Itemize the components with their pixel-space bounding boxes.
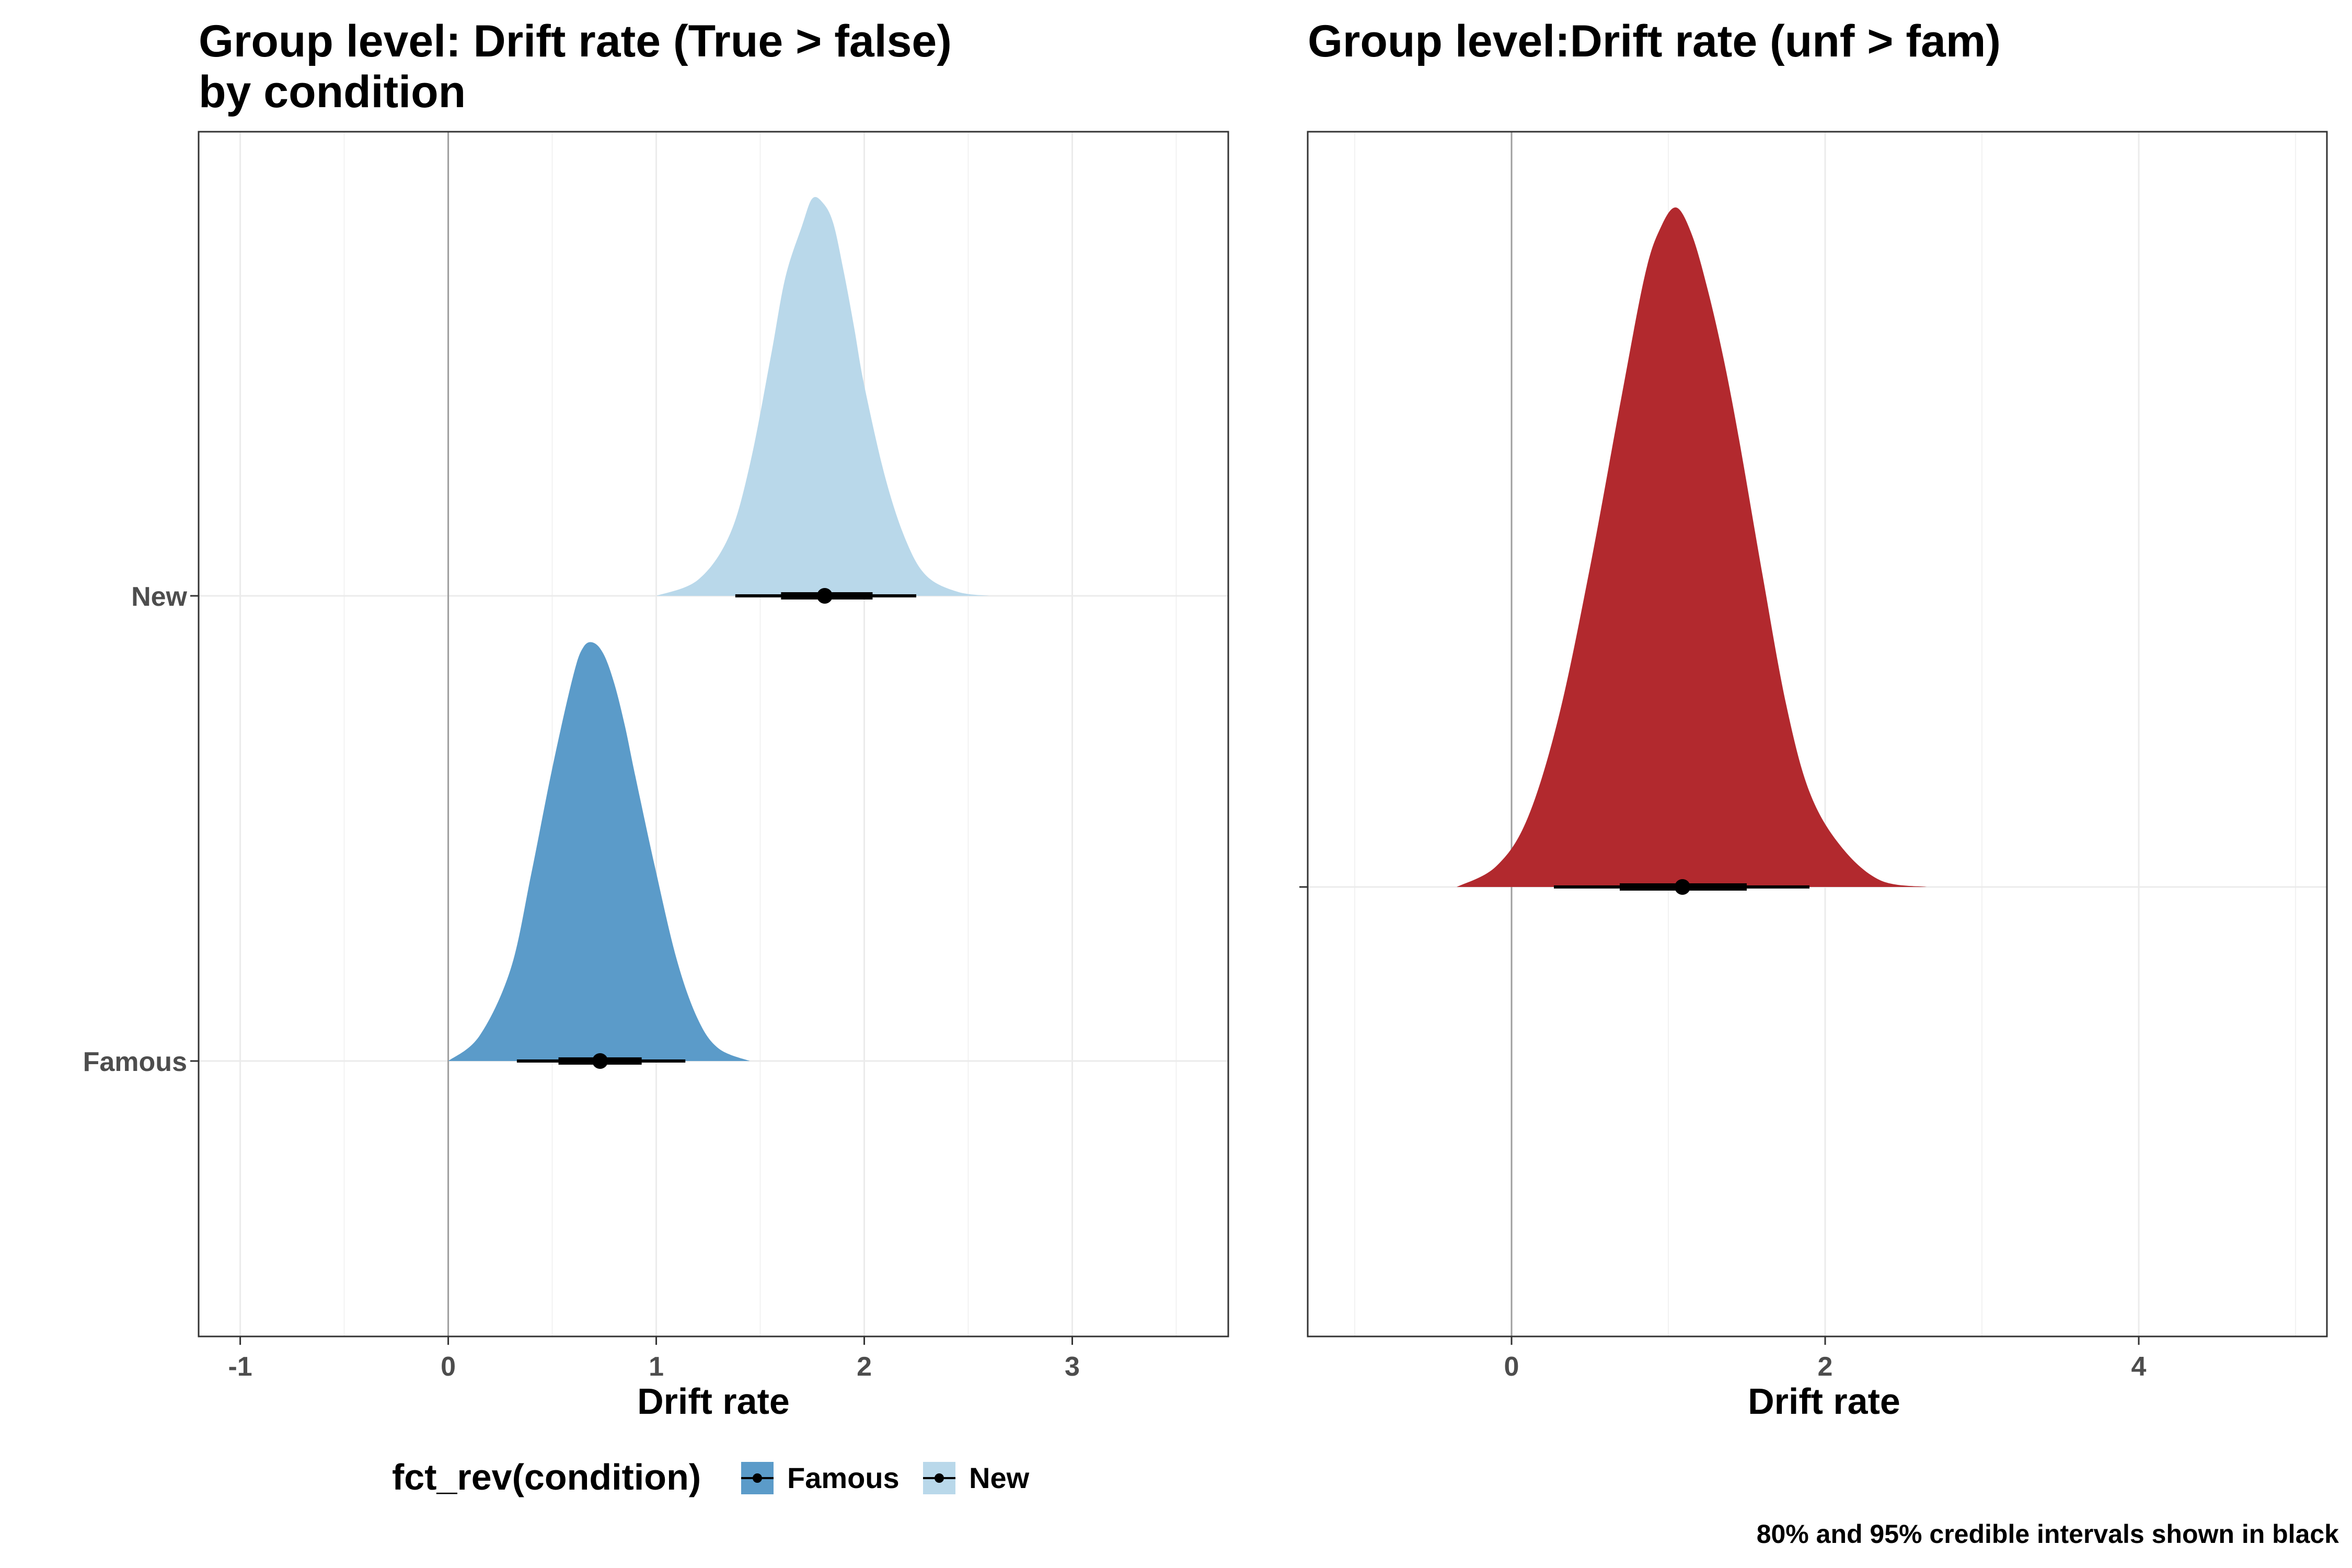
right-interval-marks bbox=[1554, 879, 1809, 895]
legend: fct_rev(condition) Famous New bbox=[392, 1457, 1030, 1497]
left-x-tick-label: 3 bbox=[1065, 1352, 1080, 1382]
right-plot-background bbox=[1308, 132, 2327, 1336]
left-panel: Group level: Drift rate (True > false) b… bbox=[83, 16, 1229, 1497]
left-y-tick-label-famous: Famous bbox=[83, 1047, 187, 1077]
right-panel: Group level:Drift rate (unf > fam) 0 2 4 D… bbox=[1299, 16, 2328, 1422]
left-chart-title-line-2: by condition bbox=[199, 67, 466, 117]
legend-label-new: New bbox=[969, 1461, 1030, 1494]
left-x-tick-label: -1 bbox=[228, 1352, 252, 1382]
right-plot-border bbox=[1307, 131, 2328, 1338]
density-area-difference bbox=[1457, 207, 1927, 887]
right-chart-title: Group level:Drift rate (unf > fam) bbox=[1308, 16, 2001, 66]
left-plot-background bbox=[199, 132, 1228, 1336]
right-density-areas bbox=[1457, 207, 1927, 887]
right-x-tick-label: 0 bbox=[1504, 1352, 1519, 1382]
left-x-tick-label: 2 bbox=[857, 1352, 872, 1382]
legend-key-point bbox=[753, 1473, 762, 1483]
legend-title: fct_rev(condition) bbox=[392, 1457, 701, 1497]
right-x-tick-label: 2 bbox=[1818, 1352, 1833, 1382]
legend-key-point bbox=[935, 1473, 944, 1483]
left-x-axis-title: Drift rate bbox=[637, 1381, 790, 1422]
right-x-tick-label: 4 bbox=[2131, 1352, 2147, 1382]
right-x-axis-title: Drift rate bbox=[1748, 1381, 1900, 1422]
legend-label-famous: Famous bbox=[787, 1461, 900, 1494]
interval-new-median-point bbox=[816, 588, 833, 604]
left-x-tick-label: 0 bbox=[441, 1352, 456, 1382]
left-interval-marks bbox=[516, 588, 917, 1069]
density-area-famous bbox=[448, 642, 750, 1061]
legend-keys bbox=[741, 1462, 955, 1494]
interval-famous-median-point bbox=[592, 1053, 608, 1069]
caption: 80% and 95% credible intervals shown in … bbox=[1757, 1519, 2339, 1549]
left-y-tick-label-new: New bbox=[131, 582, 187, 612]
density-area-new bbox=[656, 197, 989, 596]
left-density-areas bbox=[448, 197, 989, 1061]
left-chart-title-line-1: Group level: Drift rate (True > false) bbox=[199, 16, 952, 66]
left-x-tick-label: 1 bbox=[649, 1352, 664, 1382]
left-axis-ticks: -1 0 1 2 3 Famous New bbox=[83, 582, 1080, 1382]
right-axis-ticks: 0 2 4 bbox=[1299, 886, 2147, 1382]
interval-difference-median-point bbox=[1675, 879, 1690, 895]
left-plot-border bbox=[198, 131, 1229, 1338]
